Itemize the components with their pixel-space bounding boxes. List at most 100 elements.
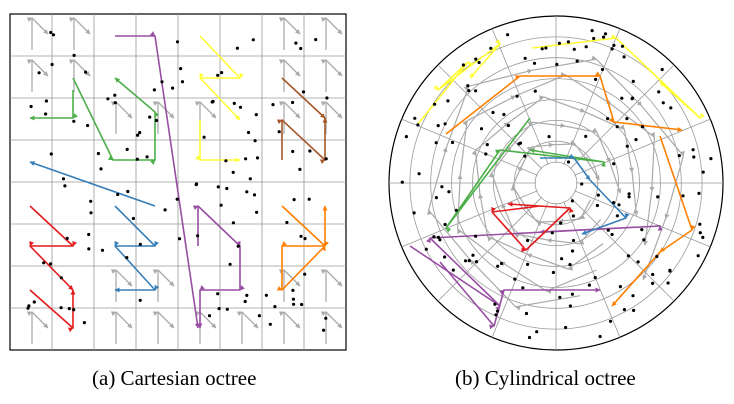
- point: [154, 118, 159, 123]
- point: [207, 314, 212, 318]
- morton-path-gray: [194, 101, 217, 134]
- point: [231, 170, 235, 174]
- morton-path-green: [29, 90, 78, 121]
- point: [135, 157, 139, 161]
- point: [277, 130, 281, 134]
- point: [72, 53, 76, 58]
- point: [59, 276, 63, 280]
- point: [291, 149, 295, 154]
- point: [194, 182, 199, 186]
- point: [264, 293, 268, 297]
- point: [527, 335, 532, 340]
- point: [324, 157, 328, 161]
- point: [231, 221, 235, 225]
- morton-path-gray: [236, 311, 259, 344]
- morton-path-gray: [110, 269, 133, 302]
- point: [216, 185, 220, 189]
- point: [540, 47, 544, 51]
- point: [268, 322, 272, 326]
- point: [593, 276, 597, 280]
- point: [572, 47, 576, 51]
- grid-spoke: [401, 118, 538, 176]
- point: [245, 190, 249, 194]
- point: [300, 302, 304, 307]
- cartesian-points: [26, 30, 329, 332]
- morton-path-orange: [445, 71, 683, 135]
- point: [596, 193, 600, 197]
- point: [568, 304, 573, 308]
- point: [113, 93, 117, 97]
- point: [257, 314, 261, 318]
- point: [163, 208, 167, 212]
- point: [587, 283, 592, 287]
- point: [400, 180, 404, 184]
- point: [89, 199, 93, 203]
- point: [570, 249, 575, 253]
- point: [600, 67, 605, 72]
- point: [44, 112, 48, 116]
- point: [584, 134, 588, 138]
- point: [570, 199, 575, 203]
- point: [557, 41, 562, 45]
- point: [301, 90, 306, 94]
- point: [29, 104, 33, 109]
- point: [225, 307, 229, 311]
- grid-spoke: [574, 190, 711, 248]
- point: [669, 106, 673, 110]
- point: [292, 198, 296, 202]
- point: [627, 192, 631, 196]
- point: [547, 135, 551, 139]
- point: [433, 102, 437, 106]
- point: [640, 125, 645, 129]
- point: [606, 228, 610, 232]
- point: [681, 194, 685, 198]
- point: [594, 77, 598, 81]
- morton-path-blue: [540, 153, 630, 235]
- point: [634, 138, 638, 142]
- point: [253, 139, 257, 143]
- point: [37, 71, 41, 75]
- point: [612, 201, 616, 205]
- point: [434, 141, 438, 145]
- morton-path-gray: [320, 269, 343, 302]
- morton-path-gray: [110, 101, 133, 134]
- point: [620, 44, 625, 48]
- point: [551, 270, 556, 275]
- cylindrical-points: [400, 29, 713, 340]
- point: [216, 292, 220, 296]
- morton-path-brown: [281, 77, 326, 119]
- point: [308, 149, 312, 153]
- morton-path-gray: [194, 311, 217, 344]
- point: [657, 90, 661, 94]
- point: [558, 295, 562, 299]
- point: [615, 214, 620, 218]
- point: [466, 84, 470, 88]
- morton-path-gray: [320, 59, 343, 92]
- point: [631, 79, 635, 83]
- point: [622, 55, 626, 59]
- point: [224, 159, 228, 163]
- point: [61, 177, 66, 181]
- point: [471, 253, 475, 257]
- point: [454, 208, 458, 212]
- point: [87, 232, 91, 237]
- point: [255, 210, 259, 214]
- point: [571, 214, 576, 218]
- point: [232, 101, 236, 105]
- point: [661, 101, 665, 105]
- point: [610, 47, 614, 51]
- point: [489, 46, 493, 50]
- point: [660, 67, 664, 72]
- point: [618, 285, 623, 289]
- point: [474, 234, 478, 238]
- point: [640, 228, 644, 232]
- point: [701, 235, 705, 239]
- point: [493, 302, 497, 306]
- point: [152, 88, 156, 92]
- point: [417, 172, 421, 176]
- point: [691, 148, 695, 152]
- point: [612, 162, 616, 166]
- morton-path-gray: [110, 311, 133, 344]
- point: [533, 89, 537, 93]
